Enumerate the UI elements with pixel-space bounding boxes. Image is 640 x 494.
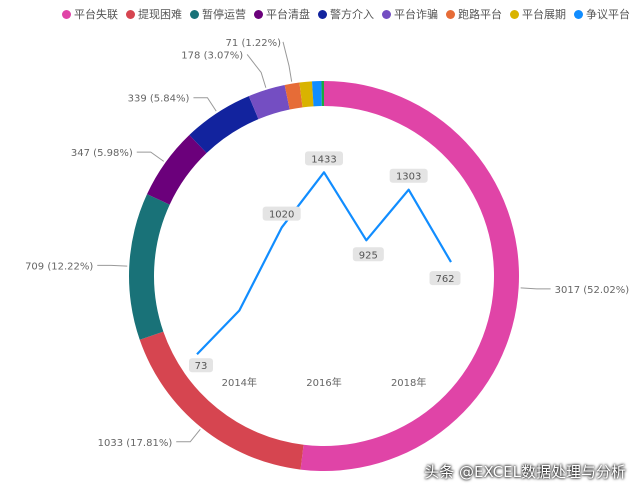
- slice-label: 1033 (17.81%): [98, 438, 173, 449]
- legend-label: 平台清盘: [266, 8, 310, 21]
- watermark: 头条 @EXCEL数据处理与分析: [424, 463, 626, 481]
- data-label: 1433: [311, 154, 336, 165]
- data-label: 1020: [269, 210, 294, 221]
- legend-label: 跑路平台: [458, 8, 502, 21]
- donut-slice: [129, 194, 170, 340]
- slice-label: 178 (3.07%): [181, 50, 243, 61]
- legend-label: 平台诈骗: [394, 8, 438, 21]
- line-series: [196, 171, 452, 356]
- legend-swatch: [190, 9, 199, 19]
- data-label-box: [352, 247, 384, 262]
- legend-item[interactable]: 跑路平台: [446, 6, 502, 22]
- legend-swatch: [318, 9, 327, 19]
- legend-swatch: [446, 9, 455, 19]
- legend-label: 警方介入: [330, 8, 374, 21]
- legend-swatch: [574, 9, 583, 19]
- legend-item[interactable]: 争议平台: [574, 6, 630, 22]
- legend-item[interactable]: 提现困难: [126, 6, 182, 22]
- x-tick-label: 2016年: [306, 376, 341, 389]
- slice-label: 3017 (52.02%): [555, 285, 630, 296]
- donut-slice: [299, 81, 314, 108]
- legend-label: 平台展期: [522, 8, 566, 21]
- data-label: 1303: [396, 172, 421, 183]
- data-label: 925: [359, 250, 378, 261]
- legend-label: 平台失联: [74, 8, 118, 21]
- donut-slice: [248, 85, 290, 120]
- x-tick-label: 2018年: [391, 376, 426, 389]
- data-label-box: [429, 271, 461, 286]
- legend-label: 暂停运营: [202, 8, 246, 21]
- legend-label: 争议平台: [586, 8, 630, 21]
- slice-label: 709 (12.22%): [25, 261, 93, 272]
- legend-swatch: [510, 9, 519, 19]
- legend-item[interactable]: 警方介入: [318, 6, 374, 22]
- data-label-box: [305, 151, 343, 166]
- slice-leader-line: [520, 287, 551, 290]
- slice-label: 347 (5.98%): [71, 148, 133, 159]
- legend-label: 提现困难: [138, 8, 182, 21]
- legend-swatch: [254, 9, 263, 19]
- data-label: 762: [435, 274, 454, 285]
- donut-slice: [189, 96, 259, 154]
- slice-leader-line: [193, 97, 217, 112]
- donut-slice: [311, 81, 322, 107]
- data-label-box: [189, 358, 213, 373]
- data-label-box: [389, 168, 428, 183]
- slice-leader-line: [176, 428, 201, 443]
- slice-leader-line: [282, 41, 293, 82]
- slice-leader-line: [136, 151, 165, 162]
- legend-swatch: [126, 9, 135, 19]
- legend-item[interactable]: 暂停运营: [190, 6, 246, 22]
- legend-item[interactable]: 平台清盘: [254, 6, 310, 22]
- legend-item[interactable]: 平台失联: [62, 6, 118, 22]
- data-label-box: [262, 206, 301, 221]
- donut-slice: [321, 81, 324, 107]
- donut-slice: [284, 82, 303, 110]
- slice-label: 71 (1.22%): [226, 38, 282, 49]
- slice-leader-line: [246, 54, 267, 88]
- legend-swatch: [382, 9, 391, 19]
- legend-item[interactable]: 平台诈骗: [382, 6, 438, 22]
- donut-slice: [147, 134, 207, 205]
- x-tick-label: 2014年: [222, 376, 257, 389]
- data-label: 73: [195, 361, 208, 372]
- legend-swatch: [62, 9, 71, 19]
- donut-slice: [300, 81, 519, 471]
- donut-slice: [139, 331, 304, 470]
- legend: 平台失联 提现困难 暂停运营 平台清盘 警方介入 平台诈骗 跑路平台 平台展期 争议平台: [62, 6, 630, 22]
- slice-label: 339 (5.84%): [128, 94, 190, 105]
- slice-leader-line: [97, 264, 128, 267]
- legend-item[interactable]: 平台展期: [510, 6, 566, 22]
